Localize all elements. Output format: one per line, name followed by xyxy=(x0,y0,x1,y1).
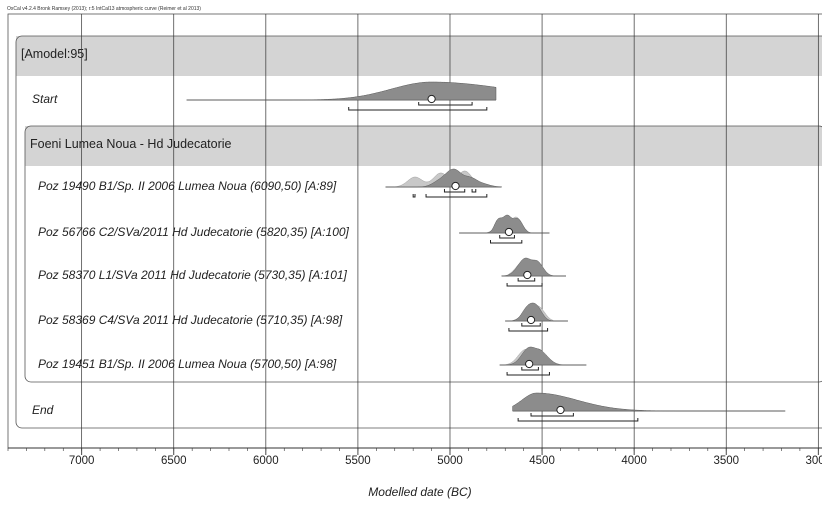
row-label: Start xyxy=(32,92,58,106)
median-marker xyxy=(526,315,536,325)
group-label: [Amodel:95] xyxy=(21,47,88,61)
posterior-distribution xyxy=(501,257,566,277)
range-68 xyxy=(521,323,541,327)
row-0: Start xyxy=(32,81,497,111)
grid-lines xyxy=(81,14,819,448)
range-95 xyxy=(348,107,488,111)
tick-label: 5000 xyxy=(437,455,463,467)
x-axis-label: Modelled date (BC) xyxy=(368,485,471,499)
row-3: Poz 58370 L1/SVa 2011 Hd Judecatorie (57… xyxy=(38,257,567,287)
posterior-distribution xyxy=(186,81,497,101)
x-axis: 7000 6500 6000 5500 5000 4500 4000 3500 3000 Mode… xyxy=(7,447,822,499)
tick-label: 3500 xyxy=(713,455,739,467)
median-marker xyxy=(451,181,460,191)
row-label: Poz 56766 C2/SVa/2011 Hd Judecatorie (58… xyxy=(38,225,350,239)
range-68 xyxy=(521,367,539,371)
tick-label: 5500 xyxy=(345,455,371,467)
tick-label: 7000 xyxy=(69,455,95,467)
group-1: Foeni Lumea Noua - Hd Judecatorie xyxy=(24,125,822,383)
row-5: Poz 19451 B1/Sp. II 2006 Lumea Noua (570… xyxy=(38,346,587,376)
range-68 xyxy=(517,278,536,282)
tick-label: 6000 xyxy=(253,455,279,467)
median-marker xyxy=(525,359,534,369)
range-95 xyxy=(412,194,416,198)
posterior-distribution xyxy=(499,346,587,366)
chart-header: OxCal v4.2.4 Bronk Ramsey (2013); r:5 In… xyxy=(7,6,201,12)
range-68 xyxy=(418,102,473,106)
range-95 xyxy=(506,283,543,287)
range-68 xyxy=(499,235,515,239)
range-95 xyxy=(517,418,639,422)
posterior-distribution xyxy=(505,302,568,322)
posterior-distribution xyxy=(459,214,550,234)
row-4: Poz 58369 C4/SVa 2011 Hd Judecatorie (57… xyxy=(38,302,568,332)
range-95 xyxy=(490,240,523,244)
tick-label: 3000 xyxy=(806,455,822,467)
range-68 xyxy=(471,189,477,193)
tick-label: 4500 xyxy=(529,455,555,467)
tick-label: 4000 xyxy=(621,455,647,467)
row-label: Poz 19451 B1/Sp. II 2006 Lumea Noua (570… xyxy=(38,357,337,371)
group-band xyxy=(16,36,822,76)
range-68 xyxy=(530,413,574,417)
median-marker xyxy=(504,227,514,237)
median-marker xyxy=(427,94,436,104)
median-marker xyxy=(523,270,532,280)
range-68 xyxy=(443,189,466,193)
row-1: Poz 19490 B1/Sp. II 2006 Lumea Noua (609… xyxy=(38,168,502,198)
group-outline xyxy=(24,125,822,383)
row-2: Poz 56766 C2/SVa/2011 Hd Judecatorie (58… xyxy=(38,214,550,244)
row-label: End xyxy=(32,403,54,417)
row-label: Poz 58369 C4/SVa 2011 Hd Judecatorie (57… xyxy=(38,313,343,327)
group-band xyxy=(25,126,822,166)
group-0: [Amodel:95] xyxy=(15,35,822,429)
row-label: Poz 19490 B1/Sp. II 2006 Lumea Noua (609… xyxy=(38,179,337,193)
group-label: Foeni Lumea Noua - Hd Judecatorie xyxy=(30,137,232,151)
range-95 xyxy=(425,194,488,198)
range-95 xyxy=(506,372,550,376)
row-label: Poz 58370 L1/SVa 2011 Hd Judecatorie (57… xyxy=(38,268,348,282)
posterior-distribution xyxy=(385,168,502,188)
median-marker xyxy=(556,405,565,415)
row-6: End xyxy=(32,392,786,422)
range-95 xyxy=(508,328,549,332)
group-outline xyxy=(15,35,822,429)
tick-label: 6500 xyxy=(161,455,187,467)
posterior-distribution xyxy=(512,392,786,412)
